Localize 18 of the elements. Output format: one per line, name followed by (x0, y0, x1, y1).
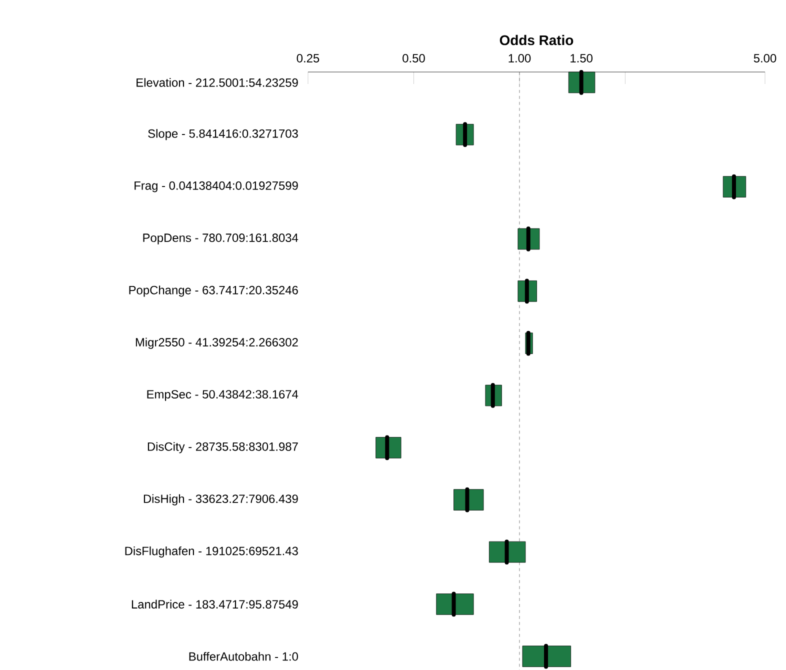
y-tick-label: Slope - 5.841416:0.3271703 (148, 129, 298, 140)
x-tick-label: 0.50 (402, 54, 425, 62)
y-tick-label: LandPrice - 183.4717:95.87549 (132, 600, 298, 609)
x-tick-label: 1.00 (508, 54, 531, 62)
x-tick-label: 1.50 (570, 54, 593, 62)
y-tick-label: BufferAutobahn - 1:0 (189, 652, 298, 661)
y-tick-label: DisFlughafen - 191025:69521.43 (125, 546, 298, 558)
y-tick-label: Frag - 0.04138404:0.01927599 (134, 181, 298, 192)
y-tick-label: EmpSec - 50.43842:38.1674 (147, 390, 298, 401)
y-tick-label: PopChange - 63.7417:20.35246 (129, 286, 298, 297)
y-tick-label: PopDens - 780.709:161.8034 (143, 234, 298, 244)
y-tick-label: DisCity - 28735.58:8301.987 (148, 442, 298, 454)
y-tick-label: DisHigh - 33623.27:7906.439 (144, 494, 298, 506)
x-axis-title: Odds Ratio (500, 34, 574, 46)
x-tick-label: 0.25 (296, 54, 320, 62)
y-tick-label: Migr2550 - 41.39254:2.266302 (136, 338, 298, 349)
x-tick-label: 5.00 (754, 54, 776, 62)
y-tick-label: Elevation - 212.5001:54.23259 (136, 78, 298, 87)
